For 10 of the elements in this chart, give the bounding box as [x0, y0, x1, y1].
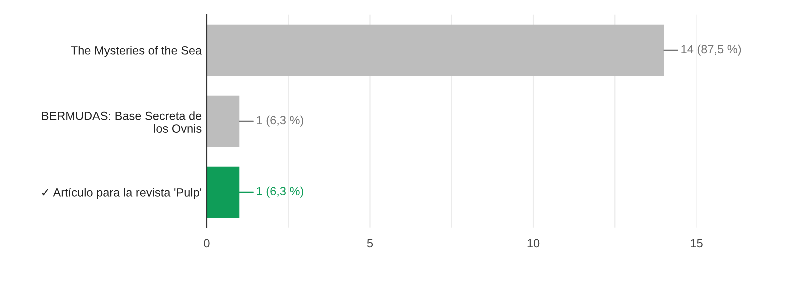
y-tick-label: The Mysteries of the Sea [71, 46, 202, 58]
x-tick-label: 5 [367, 239, 374, 248]
x-tick-label: 0 [204, 239, 210, 248]
x-tick-label: 15 [691, 239, 703, 248]
y-tick-label: BERMUDAS: Base Secreta de los Ovnis [42, 112, 202, 134]
data-label: 14 (87,5 %) [682, 44, 742, 56]
data-label: 1 (6,3 %) [257, 116, 304, 127]
data-label: 1 (6,3 %) [257, 186, 304, 198]
x-tick-label: 10 [528, 239, 540, 248]
y-tick-label: ✓ Artículo para la revista 'Pulp' [42, 188, 202, 200]
